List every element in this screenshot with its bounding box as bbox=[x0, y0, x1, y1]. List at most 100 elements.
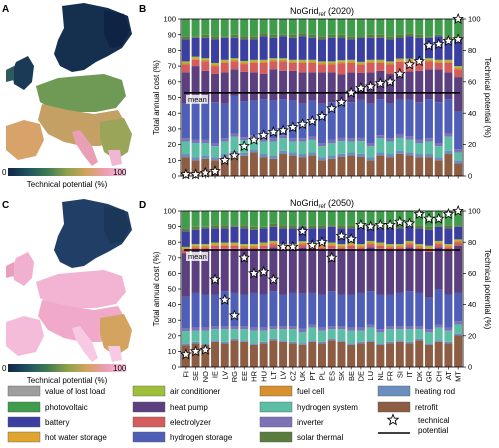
bar-segment-hydrogen-system bbox=[230, 136, 239, 151]
x-tick-label: AT bbox=[444, 371, 453, 380]
legend-item: solar thermal bbox=[259, 431, 343, 443]
technical-potential-star bbox=[403, 58, 416, 70]
technical-potential-star bbox=[248, 267, 260, 279]
x-tick-label: FI bbox=[181, 371, 190, 378]
bar-segment-electrolyzer bbox=[279, 61, 288, 71]
legend-star-icon bbox=[386, 413, 400, 426]
technical-potential-stars bbox=[180, 204, 464, 360]
bar-segment-air-conditioner bbox=[211, 242, 220, 245]
x-tick-label: SE bbox=[191, 371, 200, 381]
bar-segment-retrofit bbox=[395, 153, 404, 176]
bar-segment-heating-rod bbox=[337, 340, 346, 342]
bar-segment-hydrogen-system bbox=[395, 137, 404, 151]
bar-segment-retrofit bbox=[415, 340, 424, 367]
bar-segment-solar-thermal bbox=[181, 36, 190, 40]
bar-segment-solar-thermal bbox=[434, 225, 443, 227]
bar-segment-hydrogen-system bbox=[454, 152, 463, 161]
legend-label: hydrogen storage bbox=[170, 433, 233, 442]
y-tick-label: 60 bbox=[168, 77, 176, 86]
bar-segment-inverter bbox=[211, 326, 220, 330]
bar-segment-battery bbox=[337, 38, 346, 61]
legend-item: hydrogen system bbox=[259, 401, 358, 413]
bar-segment-battery bbox=[386, 39, 395, 62]
bar-segment-electrolyzer bbox=[337, 247, 346, 251]
bar-segment-heat-pump bbox=[288, 70, 297, 101]
bar-segment-battery bbox=[201, 37, 210, 59]
legend-item: electrolyzer bbox=[132, 416, 211, 428]
bar-segment-retrofit bbox=[191, 343, 200, 367]
bar-segment-photovoltaic bbox=[327, 19, 336, 35]
bar-segment-inverter bbox=[201, 139, 210, 144]
bar-segment-heat-pump bbox=[279, 70, 288, 100]
bar-segment-photovoltaic bbox=[279, 19, 288, 35]
bar-segment-hydrogen-system bbox=[191, 330, 200, 342]
bar-segment-electrolyzer bbox=[444, 62, 453, 73]
technical-potential-star bbox=[180, 348, 192, 360]
bar-segment-electrolyzer bbox=[424, 61, 433, 70]
bar-segment-inverter bbox=[191, 327, 200, 331]
y-tick-label: 0 bbox=[172, 363, 176, 372]
bar-segment-solar-thermal bbox=[191, 226, 200, 230]
colorbar-gradient bbox=[8, 168, 126, 176]
chart-title: NoGridref (2020) bbox=[290, 6, 354, 18]
bar-segment-solar-thermal bbox=[279, 34, 288, 37]
bar-segment-hydrogen-storage bbox=[386, 294, 395, 327]
bar-segment-solar-thermal bbox=[415, 34, 424, 38]
legend-item: heating rod bbox=[377, 385, 455, 397]
balkans-region bbox=[100, 314, 132, 356]
bar-segment-hydrogen-system bbox=[259, 330, 268, 342]
bar-segment-heat-pump bbox=[191, 66, 200, 101]
bar-segment-heating-rod bbox=[366, 340, 375, 342]
bar-segment-fuel-cell bbox=[395, 60, 404, 62]
bar-segment-heating-rod bbox=[415, 154, 424, 158]
y-axis-label: Total annual cost (%) bbox=[152, 60, 161, 135]
bar-segment-heat-pump bbox=[230, 248, 239, 293]
bar-segment-battery bbox=[366, 37, 375, 60]
y2-tick-label: 80 bbox=[468, 238, 476, 247]
bar-segment-heat-pump bbox=[240, 71, 249, 102]
bar-segment-hydrogen-storage bbox=[454, 292, 463, 322]
europe-map-2020 bbox=[6, 3, 132, 166]
bar-segment-air-conditioner bbox=[259, 59, 268, 62]
bar-segment-fuel-cell bbox=[181, 62, 190, 65]
bar-segment-fuel-cell bbox=[249, 245, 258, 248]
bar-segment-hydrogen-system bbox=[308, 139, 317, 153]
bar-segment-inverter bbox=[395, 134, 404, 138]
bar-segment-hydrogen-storage bbox=[181, 296, 190, 328]
bar-segment-hydrogen-storage bbox=[220, 291, 229, 327]
bar-segment-heating-rod bbox=[347, 343, 356, 345]
bar-segment-retrofit bbox=[259, 157, 268, 176]
bar-segment-air-conditioner bbox=[327, 61, 336, 63]
bar-segment-retrofit bbox=[337, 341, 346, 367]
legend-label: heating rod bbox=[415, 387, 455, 396]
y-tick-label: 10 bbox=[168, 347, 176, 356]
bar-segment-hydrogen-system bbox=[181, 141, 190, 155]
bar-segment-hydrogen-system bbox=[415, 143, 424, 155]
bar-segment-photovoltaic bbox=[386, 19, 395, 37]
bar-segment-battery bbox=[269, 226, 278, 241]
bar-segment-photovoltaic bbox=[366, 211, 375, 226]
bar-segment-hydrogen-system bbox=[230, 329, 239, 339]
bar-segment-fuel-cell bbox=[269, 59, 278, 62]
bar-segment-retrofit bbox=[356, 156, 365, 176]
x-tick-label: NO bbox=[201, 371, 210, 382]
bar-segment-heating-rod bbox=[395, 150, 404, 154]
bar-segment-electrolyzer bbox=[181, 64, 190, 73]
mean-label: mean bbox=[188, 95, 207, 104]
bar-segment-air-conditioner bbox=[356, 61, 365, 64]
bar-segment-heat-pump bbox=[308, 248, 317, 293]
y2-tick-label: 100 bbox=[468, 207, 481, 216]
bar-segment-hydrogen-storage bbox=[454, 111, 463, 150]
bar-segment-battery bbox=[415, 37, 424, 60]
bar-segment-photovoltaic bbox=[337, 211, 346, 226]
bar-segment-retrofit bbox=[444, 154, 453, 176]
bar-segment-fuel-cell bbox=[211, 64, 220, 67]
bar-segment-air-conditioner bbox=[269, 58, 278, 60]
bar-segment-battery bbox=[356, 228, 365, 245]
legend-label: technical potential bbox=[418, 416, 450, 435]
technical-potential-star bbox=[335, 96, 348, 108]
bar-segment-retrofit bbox=[308, 341, 317, 367]
y-tick-label: 10 bbox=[168, 156, 176, 165]
bar-segment-hydrogen-system bbox=[356, 141, 365, 154]
bar-segment-solar-thermal bbox=[327, 225, 336, 227]
